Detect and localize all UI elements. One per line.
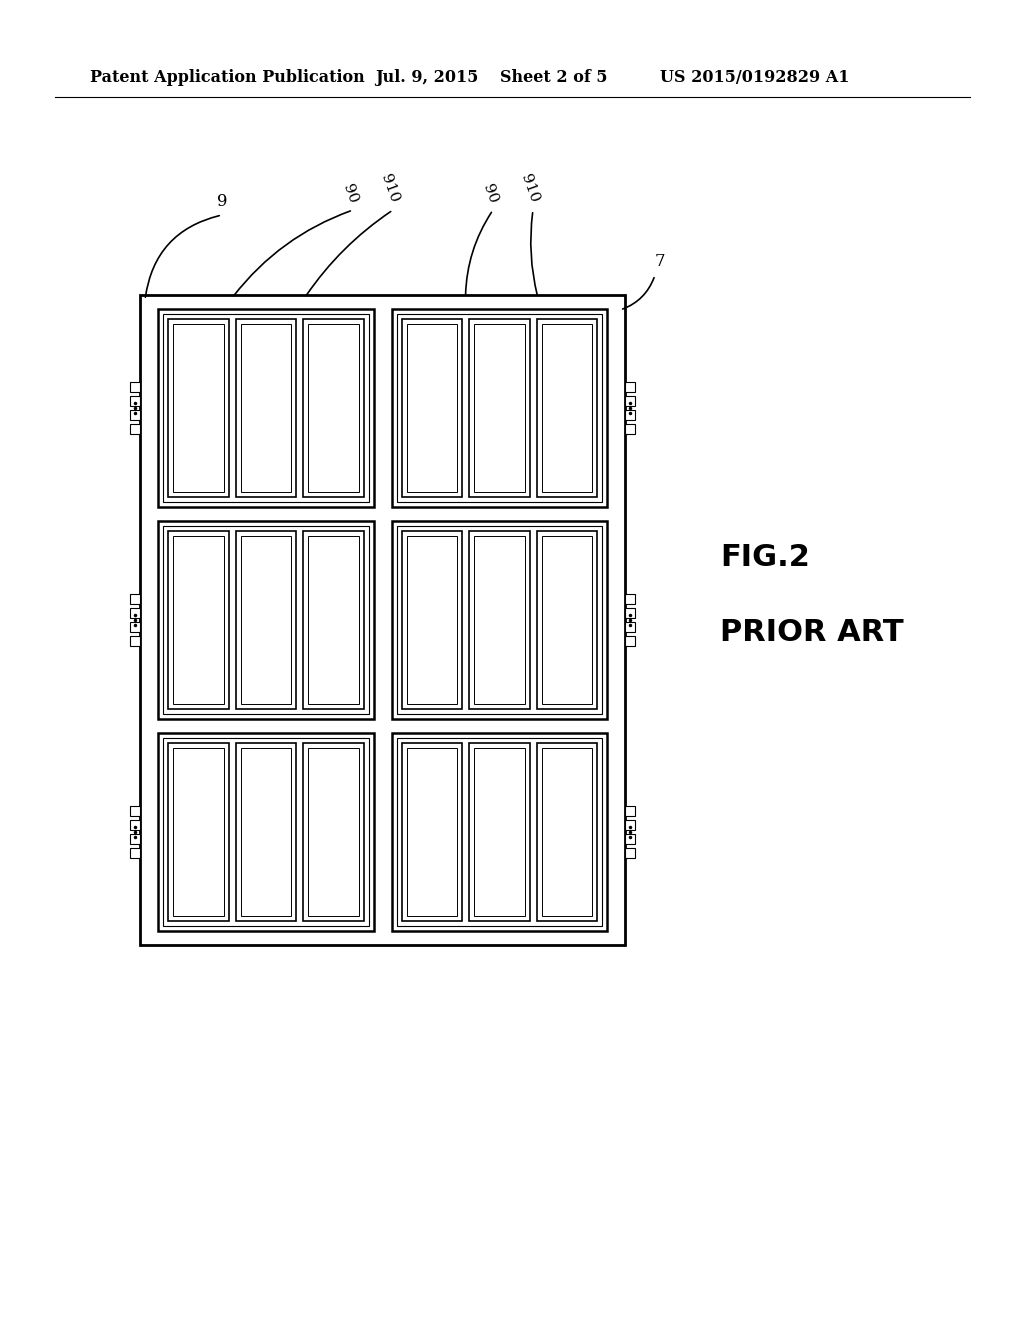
Bar bbox=[401, 531, 462, 709]
Text: 7: 7 bbox=[654, 253, 666, 271]
Bar bbox=[396, 314, 602, 502]
Bar bbox=[407, 536, 457, 704]
Bar bbox=[401, 743, 462, 921]
Bar bbox=[130, 847, 140, 858]
Bar bbox=[542, 536, 592, 704]
Bar bbox=[173, 748, 223, 916]
Text: 910: 910 bbox=[379, 173, 401, 205]
Bar bbox=[130, 622, 140, 632]
Bar bbox=[173, 536, 223, 704]
Text: FIG.2: FIG.2 bbox=[720, 543, 810, 572]
Bar bbox=[625, 636, 635, 645]
Bar bbox=[625, 424, 635, 434]
Bar bbox=[130, 381, 140, 392]
Bar bbox=[241, 748, 291, 916]
Bar bbox=[625, 622, 635, 632]
Bar bbox=[625, 820, 635, 830]
Text: PRIOR ART: PRIOR ART bbox=[720, 618, 903, 647]
Bar bbox=[537, 531, 597, 709]
Bar bbox=[542, 323, 592, 492]
Bar bbox=[625, 411, 635, 420]
Text: 90: 90 bbox=[340, 182, 359, 205]
Bar bbox=[236, 743, 296, 921]
Bar bbox=[469, 743, 529, 921]
Bar bbox=[130, 411, 140, 420]
Bar bbox=[168, 531, 228, 709]
Bar bbox=[625, 609, 635, 618]
Text: Patent Application Publication: Patent Application Publication bbox=[90, 70, 365, 87]
Bar bbox=[407, 748, 457, 916]
Bar bbox=[469, 319, 529, 498]
Bar bbox=[474, 323, 524, 492]
Bar bbox=[474, 748, 524, 916]
Bar bbox=[163, 314, 369, 502]
Text: Sheet 2 of 5: Sheet 2 of 5 bbox=[500, 70, 607, 87]
Bar bbox=[407, 323, 457, 492]
Bar bbox=[625, 807, 635, 816]
Bar bbox=[168, 743, 228, 921]
Text: 9: 9 bbox=[217, 193, 227, 210]
Bar bbox=[130, 594, 140, 605]
Bar bbox=[163, 525, 369, 714]
Text: 910: 910 bbox=[518, 173, 542, 205]
Bar bbox=[158, 733, 374, 931]
Bar bbox=[625, 847, 635, 858]
Bar bbox=[391, 733, 607, 931]
Bar bbox=[140, 294, 625, 945]
Bar bbox=[537, 743, 597, 921]
Text: 90: 90 bbox=[480, 182, 500, 205]
Bar bbox=[625, 594, 635, 605]
Bar bbox=[303, 531, 364, 709]
Bar bbox=[173, 323, 223, 492]
Bar bbox=[168, 319, 228, 498]
Bar bbox=[625, 834, 635, 843]
Bar bbox=[625, 381, 635, 392]
Bar bbox=[158, 521, 374, 719]
Bar bbox=[303, 319, 364, 498]
Bar bbox=[130, 834, 140, 843]
Bar bbox=[241, 323, 291, 492]
Bar bbox=[308, 536, 358, 704]
Bar bbox=[303, 743, 364, 921]
Bar bbox=[401, 319, 462, 498]
Bar bbox=[236, 319, 296, 498]
Text: US 2015/0192829 A1: US 2015/0192829 A1 bbox=[660, 70, 850, 87]
Bar bbox=[396, 738, 602, 927]
Bar bbox=[158, 309, 374, 507]
Bar bbox=[130, 820, 140, 830]
Bar bbox=[396, 525, 602, 714]
Bar bbox=[241, 536, 291, 704]
Bar bbox=[391, 309, 607, 507]
Bar bbox=[308, 323, 358, 492]
Bar bbox=[391, 521, 607, 719]
Bar bbox=[469, 531, 529, 709]
Bar bbox=[130, 636, 140, 645]
Bar bbox=[130, 396, 140, 407]
Bar bbox=[130, 424, 140, 434]
Bar bbox=[130, 807, 140, 816]
Bar bbox=[308, 748, 358, 916]
Bar bbox=[542, 748, 592, 916]
Bar bbox=[130, 609, 140, 618]
Bar bbox=[236, 531, 296, 709]
Bar bbox=[474, 536, 524, 704]
Bar bbox=[163, 738, 369, 927]
Bar bbox=[625, 396, 635, 407]
Text: Jul. 9, 2015: Jul. 9, 2015 bbox=[375, 70, 478, 87]
Bar bbox=[537, 319, 597, 498]
